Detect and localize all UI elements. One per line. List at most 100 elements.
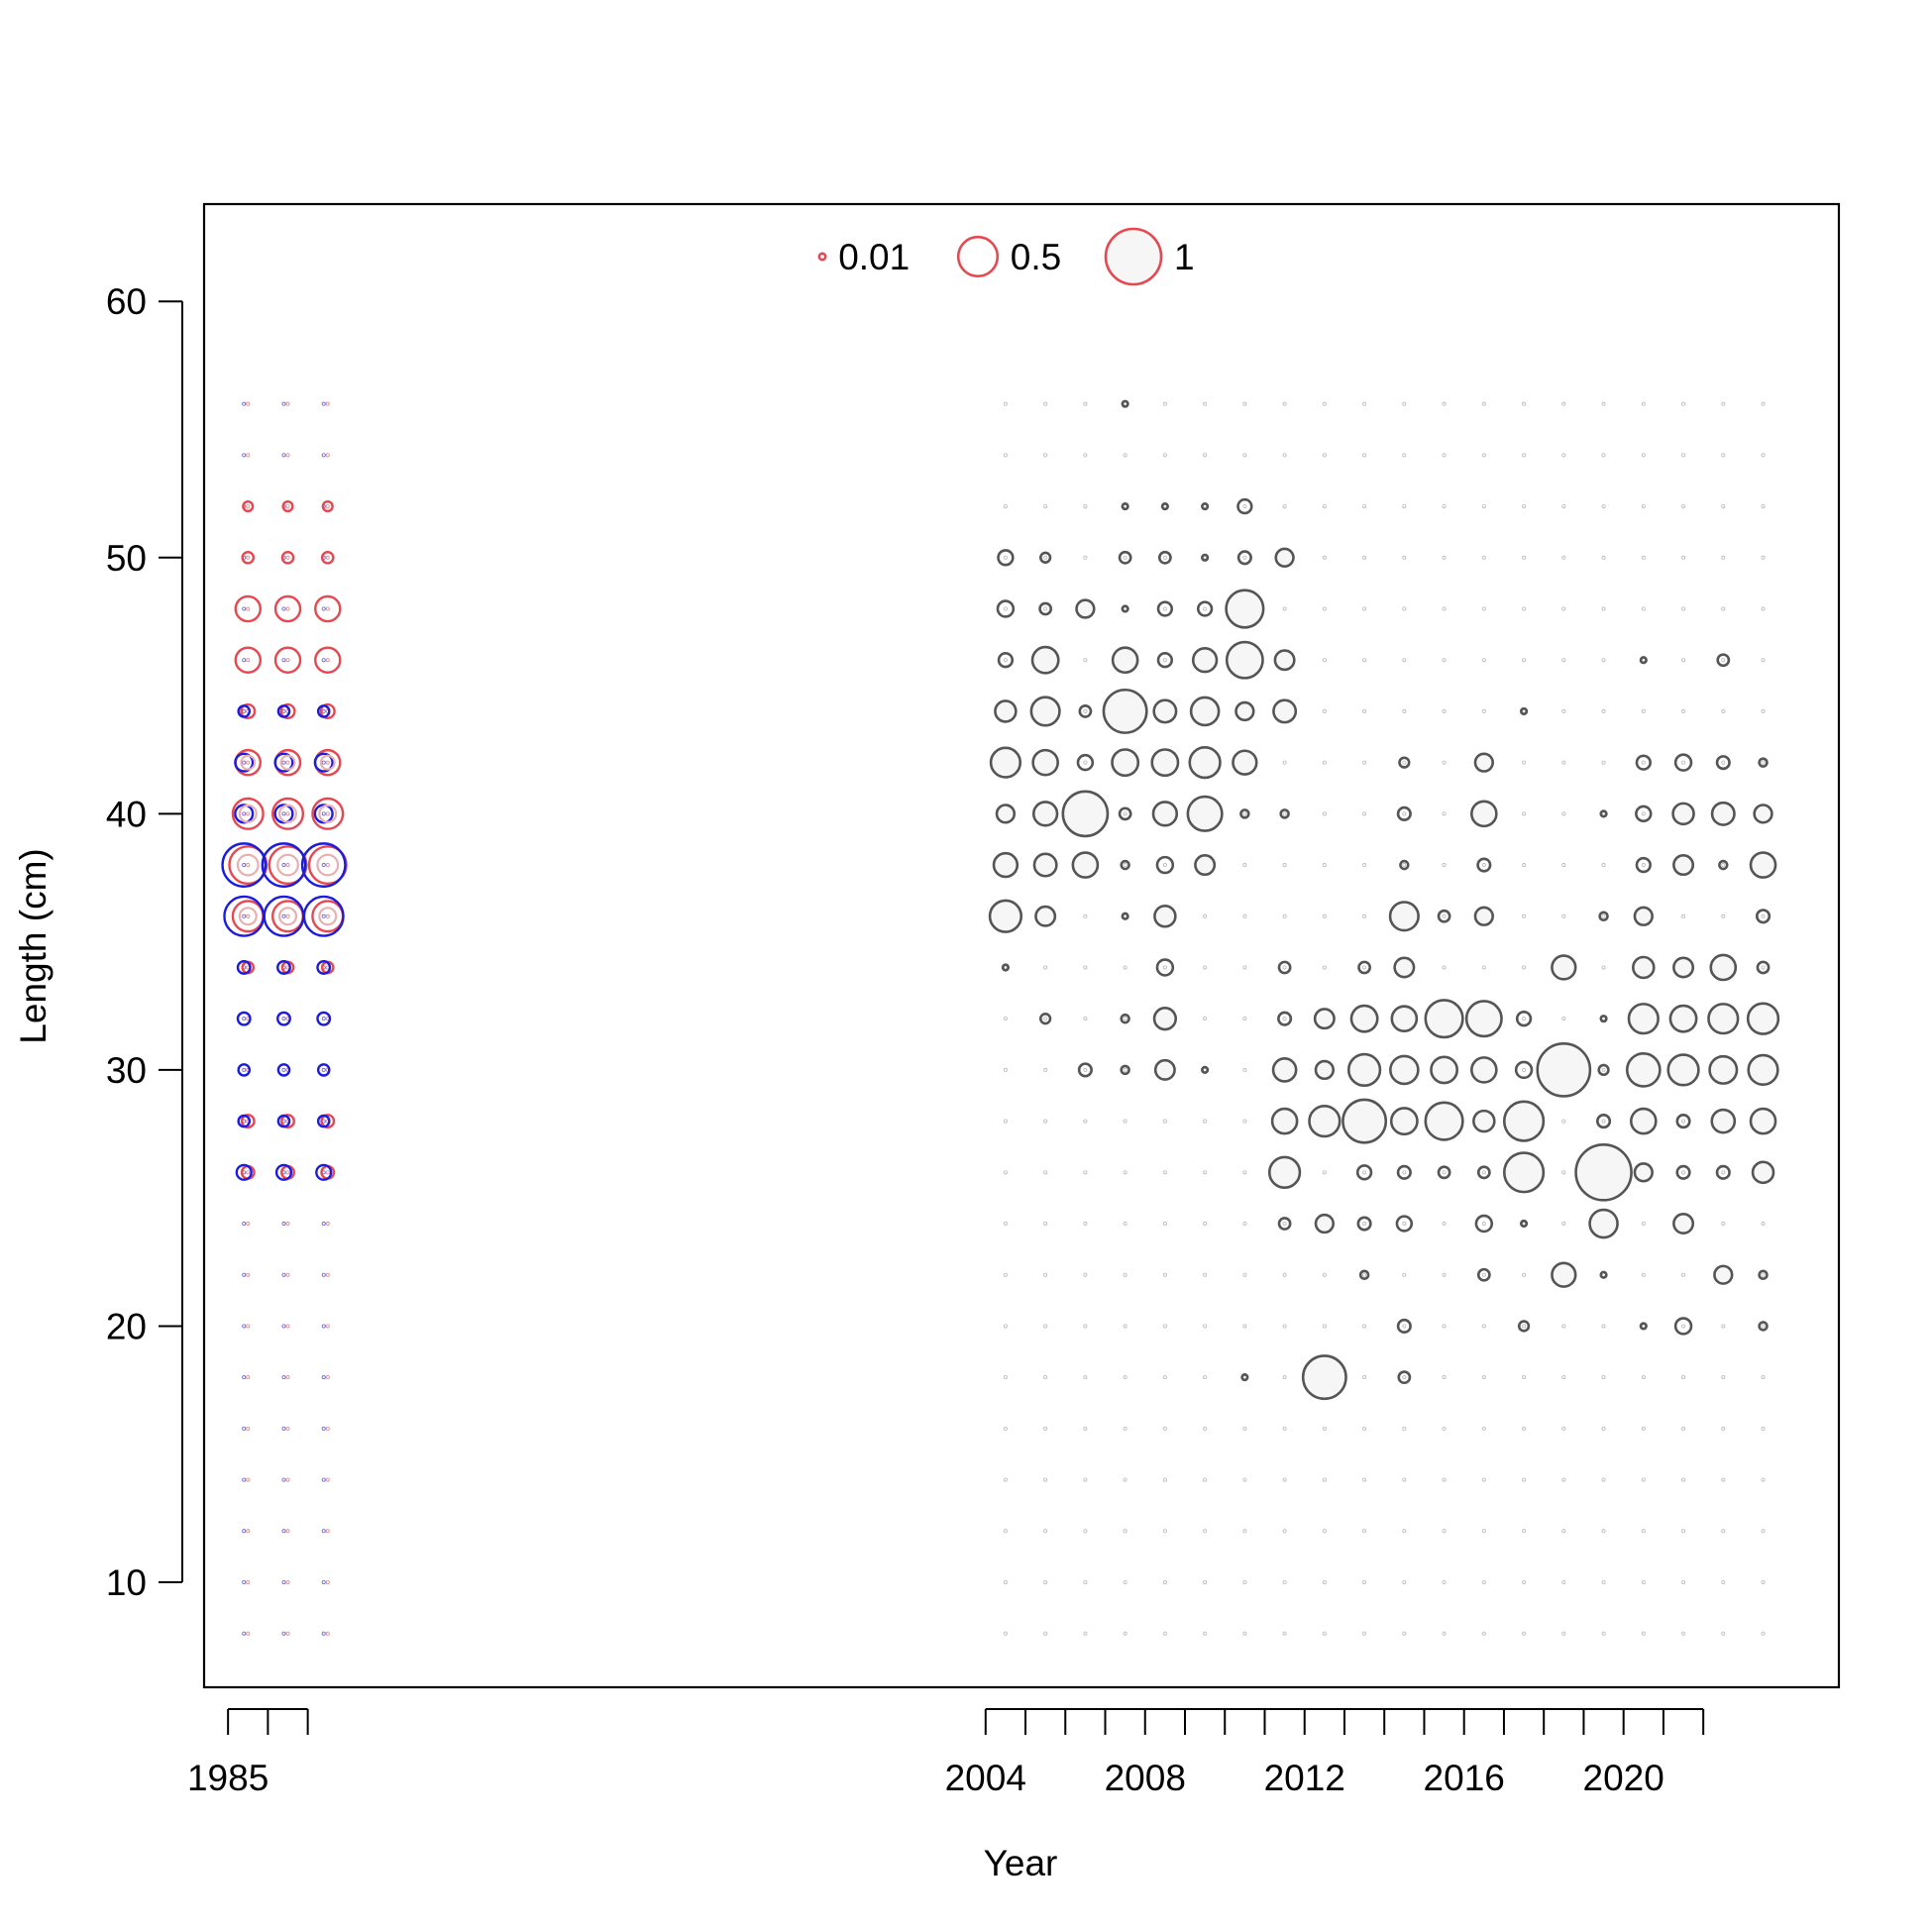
bubble-gray [1758,1321,1769,1332]
bin-marker [325,606,330,611]
bin-marker [1083,1579,1088,1584]
bin-marker [1123,965,1127,970]
bubble-gray [1038,551,1052,564]
bin-marker [246,1272,251,1277]
bin-marker [1681,555,1686,560]
bin-marker [1561,1579,1566,1584]
bin-marker [1641,555,1646,560]
bin-marker [285,1272,290,1277]
bin-marker [321,453,326,458]
bin-marker [321,1529,326,1534]
bin-marker [285,1631,290,1636]
bin-marker [1522,1017,1527,1021]
bin-marker [1123,1375,1127,1380]
bin-marker [1442,708,1447,713]
bin-marker [1123,811,1127,816]
bin-marker [1123,1119,1127,1124]
bin-marker [1003,1222,1008,1227]
bin-marker [1322,1477,1327,1482]
bubble-gray [1598,911,1609,922]
bin-marker [1203,606,1208,611]
bin-marker [1402,555,1407,560]
bin-marker [1402,760,1407,765]
bin-marker [281,1477,286,1482]
bin-marker [1083,453,1088,458]
bin-marker [1641,1631,1646,1636]
bubble-blue [276,704,291,718]
bubble-gray [1437,909,1451,923]
bin-marker [1282,1375,1287,1380]
bin-marker [1761,1324,1766,1329]
bubble-blue [316,1114,331,1128]
bubble-red [240,702,257,719]
legend-label: 0.01 [838,237,910,277]
bin-marker [1681,708,1686,713]
bin-marker [1641,1529,1646,1534]
bin-marker [325,1579,330,1584]
bubble-gray [1574,1143,1633,1202]
bin-marker [1003,1170,1008,1175]
bin-marker [1003,1631,1008,1636]
bubble-gray [1710,1108,1737,1134]
bubble-blue [316,704,331,718]
bubble-gray [1120,1064,1130,1076]
bin-marker [321,863,326,868]
bubble-gray [1191,647,1219,674]
bubble-gray [1398,756,1411,769]
bin-marker [1203,401,1208,406]
bin-marker [1601,863,1606,868]
bubble-gray [1102,688,1148,734]
bin-marker [1322,1170,1327,1175]
bubble-gray [1355,1164,1373,1181]
bin-marker [1681,401,1686,406]
bin-marker [1043,606,1048,611]
bin-marker [1123,1426,1127,1431]
bin-marker [1681,1477,1686,1482]
bin-marker [1481,1272,1486,1277]
bubble-gray [1271,1057,1298,1083]
bubble-gray [1635,856,1652,874]
bin-marker [1322,811,1327,816]
legend-label: 1 [1174,237,1195,277]
bin-marker [1681,1119,1686,1124]
bubble-red [280,550,295,565]
bubble-gray [1758,1269,1769,1280]
bin-marker [1162,863,1167,868]
bin-marker [1203,1529,1208,1534]
bin-marker [1721,708,1726,713]
bubble-gray [1032,852,1058,878]
bin-marker [1242,1631,1247,1636]
bin-marker [1442,965,1447,970]
bin-marker [1043,504,1048,509]
bubble-blue [261,842,307,888]
bin-marker [1402,1272,1407,1277]
bin-marker [1043,1119,1048,1124]
bin-marker [1083,1324,1088,1329]
bubble-gray [1157,550,1172,565]
bin-marker [1362,1631,1367,1636]
bin-marker [1522,1579,1527,1584]
bin-marker [1601,1067,1606,1072]
bubble-gray [1156,652,1174,669]
bin-marker [321,708,326,713]
bin-marker [1242,1426,1247,1431]
bin-marker [1561,708,1566,713]
bin-marker [1203,1477,1208,1482]
bin-marker [281,1017,286,1021]
bin-marker [321,1477,326,1482]
bin-marker [325,658,330,663]
bin-marker [285,913,290,918]
bin-marker [321,401,326,406]
bin-marker [1761,658,1766,663]
bin-marker [1641,1426,1646,1431]
bin-marker [242,1375,247,1380]
bin-marker [1442,811,1447,816]
bin-marker [1442,1222,1447,1227]
bin-marker [285,760,290,765]
bubble-gray [1156,600,1174,617]
y-axis-label: Length (cm) [13,848,54,1043]
bin-marker [1481,1324,1486,1329]
x-tick-label: 2004 [945,1758,1026,1798]
bubble-gray [1388,901,1420,932]
bin-marker [242,913,247,918]
